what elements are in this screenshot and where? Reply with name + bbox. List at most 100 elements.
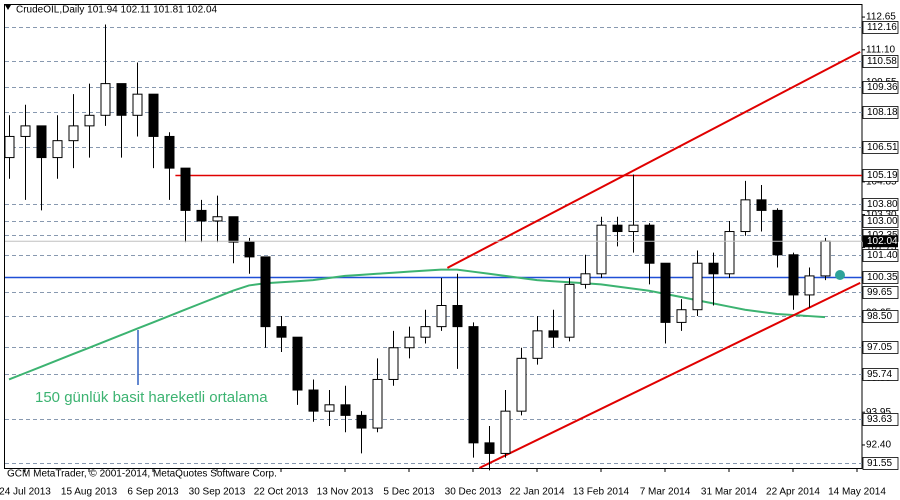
level-label: 110.58: [867, 56, 897, 67]
candle-body: [100, 83, 111, 116]
level-label: 103.80: [867, 199, 898, 210]
candle-body: [420, 326, 431, 338]
level-label: 99.65: [867, 287, 892, 298]
level-box: [862, 310, 899, 323]
candle-body: [628, 224, 639, 233]
candle-body: [436, 304, 447, 328]
x-tick-label: 22 Oct 2013: [254, 487, 309, 498]
candle-body: [708, 262, 719, 275]
x-tick-label: 13 Nov 2013: [317, 487, 374, 498]
level-label: 91.55: [867, 458, 892, 469]
candle-body: [244, 241, 255, 258]
candle-body: [580, 273, 591, 285]
level-box: [862, 271, 899, 284]
candle-body: [404, 336, 415, 349]
level-label: 101.40: [867, 250, 898, 261]
candle-body: [532, 330, 543, 359]
y-tick-label: 111.10: [866, 44, 896, 55]
candle-body: [516, 357, 527, 412]
x-tick-label: 5 Dec 2013: [383, 487, 435, 498]
candle-body: [20, 125, 31, 137]
level-box: [862, 457, 899, 470]
level-label: 103.00: [867, 216, 898, 227]
candle-body: [164, 135, 175, 169]
menu-arrow: [5, 5, 11, 10]
last-price-box: [863, 235, 898, 248]
y-tick-label: 92.40: [866, 440, 891, 451]
candle-body: [612, 224, 623, 233]
candle-body: [68, 125, 79, 142]
candle-body: [804, 275, 815, 296]
x-tick-label: 30 Dec 2013: [445, 487, 502, 498]
level-box: [862, 413, 899, 426]
candle-body: [196, 209, 207, 222]
candle-body: [36, 125, 47, 159]
level-box: [862, 141, 899, 154]
candle-body: [180, 167, 191, 211]
candle-body: [452, 304, 463, 328]
y-tick-label: 103.30: [866, 209, 897, 220]
candle-body: [484, 442, 495, 454]
x-tick-label: 31 Mar 2014: [701, 487, 758, 498]
last-price-label: 102.04: [867, 236, 898, 247]
trendline: [478, 281, 861, 469]
candle-body: [148, 93, 159, 137]
x-tick-label: 30 Sep 2013: [189, 487, 246, 498]
level-box: [862, 81, 899, 94]
plot-frame: [4, 4, 863, 469]
candle-body: [292, 336, 303, 391]
level-box: [862, 55, 899, 68]
candle-body: [132, 93, 143, 116]
x-tick-label: 22 Jan 2014: [509, 487, 564, 498]
candle-body: [388, 347, 399, 380]
level-box: [862, 249, 899, 262]
x-tick-label: 6 Sep 2013: [127, 487, 179, 498]
y-tick-label: 101.75: [866, 242, 897, 253]
marker: [835, 270, 845, 280]
candle-body: [52, 140, 63, 159]
level-box: [862, 169, 899, 182]
candle-body: [276, 326, 287, 338]
candle-body: [756, 199, 767, 211]
candle-body: [500, 410, 511, 454]
candle-body: [596, 224, 607, 275]
candle-body: [772, 209, 783, 256]
x-tick-label: 24 Jul 2013: [0, 487, 51, 498]
candle-body: [644, 224, 655, 264]
candle-body: [692, 262, 703, 311]
x-tick-label: 13 Feb 2014: [573, 487, 630, 498]
candle-body: [212, 216, 223, 222]
chart-title: CrudeOIL,Daily 101.94 102.11 101.81 102.…: [16, 5, 218, 16]
candle-body: [564, 283, 575, 338]
candle-body: [548, 330, 559, 338]
level-box: [862, 21, 899, 34]
candle-body: [260, 256, 271, 328]
level-label: 98.50: [867, 311, 892, 322]
x-tick-label: 22 Apr 2014: [766, 487, 820, 498]
y-tick-label: 104.85: [866, 177, 897, 188]
candle-body: [308, 389, 319, 412]
data-layer: [4, 24, 861, 471]
moving-average-line: [8, 268, 826, 381]
candle-body: [676, 309, 687, 323]
candle-body: [340, 404, 351, 416]
annotation: 150 günlük basit hareketli ortalama: [35, 389, 268, 406]
level-box: [862, 341, 899, 354]
level-box: [862, 198, 899, 211]
candle-body: [660, 262, 671, 323]
candle-body: [116, 83, 127, 116]
candle-body: [4, 135, 15, 159]
level-label: 93.63: [867, 414, 892, 425]
level-box: [862, 368, 899, 381]
copyright: GCM MetaTrader, © 2001-2014, MetaQuotes …: [7, 469, 277, 480]
y-tick-label: 112.65: [866, 12, 896, 23]
level-label: 97.05: [867, 342, 892, 353]
level-box: [862, 106, 899, 119]
x-tick-label: 14 May 2014: [828, 487, 886, 498]
candle-body: [324, 404, 335, 412]
candle-body: [788, 254, 799, 296]
level-box: [862, 286, 899, 299]
x-tick-label: 7 Mar 2014: [640, 487, 691, 498]
